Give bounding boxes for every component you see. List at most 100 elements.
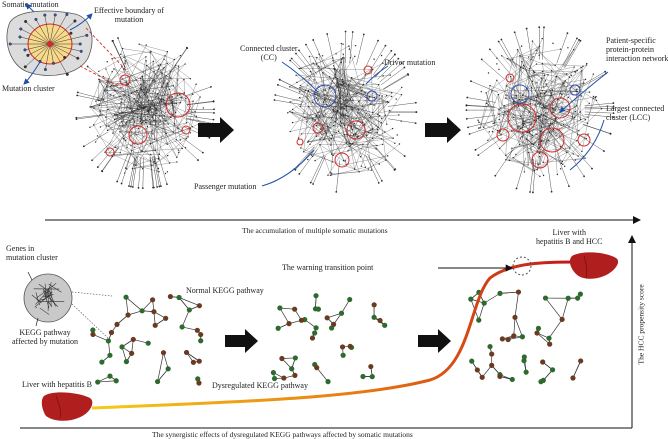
network-node (500, 134, 502, 136)
network-node (573, 66, 575, 68)
network-edge (560, 70, 578, 98)
network-node (509, 75, 512, 78)
pathway-node (578, 358, 584, 364)
network-node (299, 105, 301, 108)
network-edge (353, 134, 366, 168)
network-node (368, 96, 371, 98)
pathway-node (469, 358, 475, 364)
annotation-arrows (23, 3, 609, 187)
network-node (296, 81, 298, 84)
network-node (511, 147, 513, 150)
pathway-node (286, 321, 292, 327)
network-node (138, 104, 141, 106)
network-node (537, 103, 539, 105)
network-tip-node (166, 183, 168, 186)
network-edge (526, 139, 544, 176)
label-mutation-cluster: Mutation cluster (2, 84, 55, 93)
network-node (103, 89, 105, 91)
network-spoke (467, 97, 496, 103)
network-node (337, 130, 340, 133)
network-node (571, 116, 573, 118)
network-edge (517, 49, 534, 72)
network-edge (559, 70, 582, 94)
pathway-node (196, 358, 202, 364)
network-edge (543, 79, 586, 88)
network-node (557, 98, 559, 101)
network-tip-node (141, 187, 144, 190)
network-node (521, 135, 523, 138)
network-node (561, 160, 564, 163)
network-node (503, 104, 505, 107)
network-edge (332, 124, 365, 156)
network-edge (352, 143, 377, 146)
network-node (510, 59, 512, 61)
network-spoke (557, 156, 570, 187)
network-tip-node (212, 118, 215, 121)
network-node (512, 58, 514, 60)
network-edge (372, 115, 386, 130)
pathway-node (549, 367, 556, 373)
network-node (543, 107, 546, 109)
network-node (535, 133, 537, 135)
network-node (550, 94, 553, 96)
network-edge (549, 132, 562, 164)
network-node (194, 111, 196, 113)
network-node (533, 119, 536, 122)
network-edge (536, 63, 556, 66)
network-edge (99, 79, 141, 98)
network-edge (559, 119, 586, 137)
network-node (154, 162, 157, 165)
network-spoke (279, 79, 306, 93)
network-node (568, 126, 570, 128)
network-node (334, 73, 336, 76)
network-edge (143, 82, 154, 134)
pathway-node (315, 306, 321, 312)
network-node (376, 144, 378, 147)
network-node (150, 50, 152, 53)
network-node (342, 83, 345, 85)
network-node (351, 142, 354, 145)
network-edge (144, 60, 147, 95)
network-node (335, 131, 337, 134)
pathway-node (154, 378, 161, 385)
pathway-node (382, 322, 388, 328)
kegg-pathway-dysregulated (468, 289, 584, 385)
network-edge (340, 97, 382, 124)
network-node (308, 55, 311, 58)
network-node (565, 73, 568, 75)
network-edge (131, 117, 138, 151)
network-node (109, 85, 111, 88)
propensity-curve (91, 260, 576, 410)
network-edge (315, 119, 327, 134)
network-edge (504, 91, 547, 106)
network-node (534, 71, 536, 74)
network-edge (300, 106, 333, 136)
network-node (183, 92, 186, 94)
network-node (330, 137, 332, 140)
network-node (380, 54, 383, 57)
network-node (113, 68, 115, 70)
network-edge (114, 95, 129, 115)
network-node (145, 44, 147, 46)
network-spoke (383, 74, 409, 90)
network-edge (543, 108, 554, 116)
network-node (344, 160, 347, 162)
network-edge (538, 117, 575, 145)
network-node (354, 134, 357, 136)
network-node (580, 95, 583, 97)
network-node (527, 56, 530, 58)
network-spoke (516, 157, 526, 189)
inset-edge (49, 43, 68, 75)
network-tip-node (550, 190, 553, 193)
network-edge (504, 111, 540, 154)
network-node (318, 53, 320, 55)
network-edge (332, 57, 358, 94)
network-edge (115, 90, 162, 100)
network-node (184, 63, 186, 65)
pathway-node (194, 327, 200, 333)
network-node (148, 90, 150, 92)
network-edge (523, 99, 558, 122)
network-tip-node (290, 57, 293, 60)
network-node (168, 162, 171, 164)
network-node (187, 136, 189, 138)
